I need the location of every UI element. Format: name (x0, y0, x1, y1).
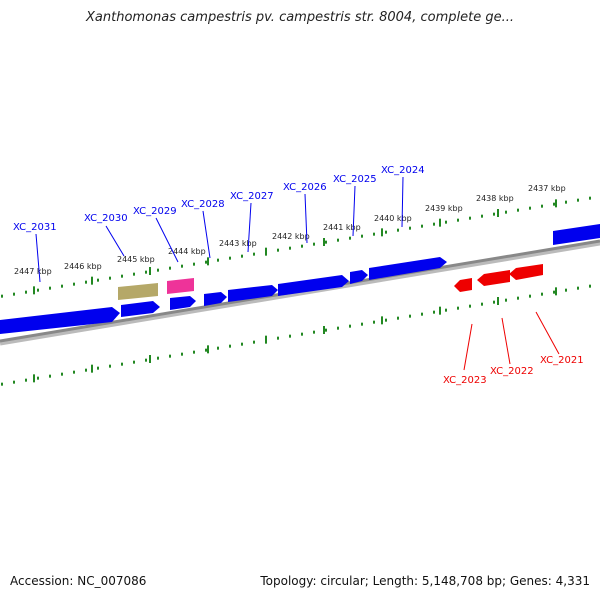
gene-arrow-xc2022[interactable] (477, 270, 510, 286)
tick-label: 2437 kbp (528, 184, 566, 193)
gene-arrow-xc2029[interactable] (170, 296, 196, 310)
gene-leader-line (352, 185, 356, 237)
tick-row-forward (1, 196, 591, 298)
gene-arrow-edge[interactable] (553, 224, 600, 245)
feature-block-olive[interactable] (118, 283, 158, 300)
gene-leader-line (535, 311, 560, 355)
accession-label: Accession: NC_007086 (10, 574, 147, 588)
gene-label[interactable]: XC_2031 (13, 222, 57, 233)
map-title: Xanthomonas campestris pv. campestris st… (86, 10, 514, 25)
gene-arrow-xc2027[interactable] (228, 285, 278, 302)
gene-arrow-xc2028[interactable] (204, 292, 227, 306)
tick-label: 2442 kbp (272, 232, 310, 241)
gene-arrow-xc2023[interactable] (454, 278, 472, 292)
tick-label: 2443 kbp (219, 239, 257, 248)
gene-arrow-xc2026[interactable] (278, 275, 349, 296)
gene-label[interactable]: XC_2026 (283, 182, 327, 193)
tick-labels: 2447 kbp 2446 kbp 2445 kbp 2444 kbp 2443 kbp… (14, 184, 566, 276)
gene-label[interactable]: XC_2028 (181, 199, 225, 210)
gene-leader-line (202, 210, 211, 259)
tick-label: 2439 kbp (425, 204, 463, 213)
gene-leader-line (155, 217, 179, 263)
tick-row-reverse (1, 284, 591, 386)
tick-label: 2441 kbp (323, 223, 361, 232)
features (0, 224, 600, 334)
tick-label: 2440 kbp (374, 214, 412, 223)
gene-arrow-xc2021[interactable] (509, 264, 543, 280)
gene-label[interactable]: XC_2025 (333, 174, 377, 185)
tick-label: 2446 kbp (64, 262, 102, 271)
gene-arrow-xc2030[interactable] (121, 301, 160, 317)
gene-arrow-xc2025[interactable] (350, 270, 368, 284)
tick-label: 2447 kbp (14, 267, 52, 276)
gene-label[interactable]: XC_2030 (84, 213, 128, 224)
gene-label[interactable]: XC_2021 (540, 355, 584, 366)
topology-label: Topology: circular; Length: 5,148,708 bp… (260, 574, 590, 588)
gene-leader-line (247, 202, 252, 253)
gene-label[interactable]: XC_2023 (443, 375, 487, 386)
gene-leader-line (304, 193, 308, 244)
gene-leader-line (35, 233, 41, 283)
gene-leader-line (105, 225, 125, 257)
tick-label: 2444 kbp (168, 247, 206, 256)
backbone-shadow (0, 240, 600, 346)
gene-leader-line (501, 317, 511, 365)
gene-leader-line (463, 323, 473, 371)
gene-label[interactable]: XC_2022 (490, 366, 534, 377)
gene-arrow-xc2031[interactable] (0, 307, 120, 334)
feature-block-pink[interactable] (167, 278, 194, 294)
gene-label[interactable]: XC_2027 (230, 191, 274, 202)
gene-label[interactable]: XC_2029 (133, 206, 177, 217)
gene-labels: XC_2031 XC_2030 XC_2029 XC_2028 XC_2027 XC_20… (13, 165, 584, 386)
gene-label[interactable]: XC_2024 (381, 165, 425, 176)
gene-leader-line (401, 176, 404, 228)
tick-label: 2445 kbp (117, 255, 155, 264)
tick-label: 2438 kbp (476, 194, 514, 203)
gene-arrow-xc2024[interactable] (369, 257, 447, 280)
